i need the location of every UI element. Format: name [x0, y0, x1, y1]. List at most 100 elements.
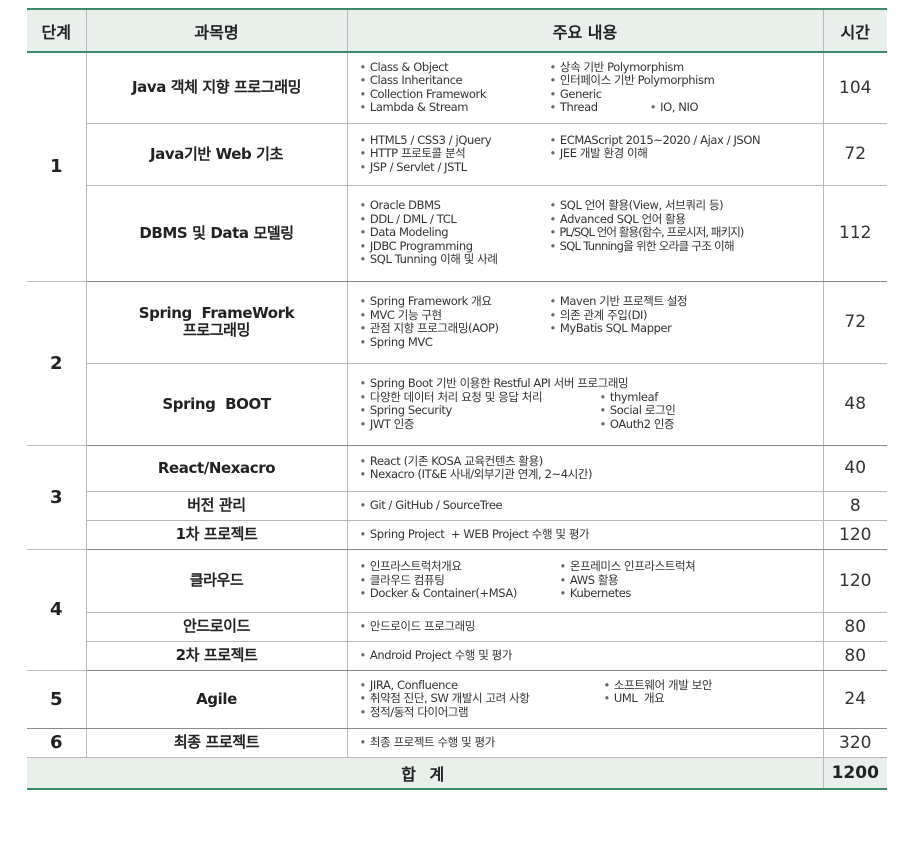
table-row: 1차 프로젝트 Spring Project + WEB Project 수행 …: [27, 519, 887, 550]
stage-cell: 5: [27, 669, 87, 729]
content-item: 클라우드 컴퓨팅: [360, 573, 556, 588]
table-row: Java기반 Web 기초 HTML5 / CSS3 / jQuery ECMA…: [27, 122, 887, 186]
table-row: 4 클라우드 인프라스트럭처개요 온프레미스 인프라스트럭쳐 클라우드 컴퓨팅 …: [27, 548, 887, 671]
total-row: 합 계 1200: [27, 756, 887, 790]
content-item: 인프라스트럭처개요: [360, 560, 556, 574]
content-item: JSP / Servlet / JSTL: [360, 160, 823, 175]
content-cell: Spring Framework 개요 Maven 기반 프로젝트 설정 MVC…: [346, 280, 824, 364]
content-item: Android Project 수행 및 평가: [360, 648, 513, 662]
content-item: 상속 기반 Polymorphism: [550, 60, 823, 75]
hours-cell: 104: [822, 51, 887, 124]
course-name: DBMS 및 Data 모델링: [86, 184, 348, 282]
content-item: Thread: [550, 100, 599, 114]
content-cell: Spring Boot 기반 이용한 Restful API 서버 프로그래밍 …: [346, 362, 824, 446]
content-item: 다양한 데이터 처리 요청 및 응답 처리: [360, 390, 596, 405]
total-hours: 1200: [822, 756, 887, 790]
course-name: Spring BOOT: [86, 362, 348, 446]
course-name: Java기반 Web 기초: [86, 122, 348, 186]
content-item: DDL / DML / TCL: [360, 212, 546, 227]
hours-cell: 24: [822, 669, 887, 729]
hours-cell: 80: [822, 640, 887, 671]
content-cell: JIRA, Confluence 소프트웨어 개발 보안 취약점 진단, SW …: [346, 669, 824, 729]
content-item: IO, NIO: [650, 100, 699, 114]
course-name: 2차 프로젝트: [86, 640, 348, 671]
stage-cell: 4: [27, 548, 87, 671]
hours-cell: 40: [822, 444, 887, 492]
content-item: 인터페이스 기반 Polymorphism: [550, 74, 823, 88]
content-item: OAuth2 인증: [600, 417, 823, 432]
total-label: 합 계: [27, 756, 824, 790]
content-item: 관점 지향 프로그래밍(AOP): [360, 321, 546, 336]
content-item: HTTP 프로토콜 분석: [360, 147, 546, 161]
content-item: ECMAScript 2015~2020 / Ajax / JSON: [550, 133, 823, 148]
content-cell: Class & Object 상속 기반 Polymorphism Class …: [346, 51, 824, 124]
content-item: 소프트웨어 개발 보안: [604, 678, 823, 693]
content-cell: Spring Project + WEB Project 수행 및 평가: [346, 519, 824, 550]
content-item: JIRA, Confluence: [360, 678, 600, 693]
content-item: 의존 관계 주입(DI): [550, 308, 823, 323]
table-row: DBMS 및 Data 모델링 Oracle DBMS SQL 언어 활용(Vi…: [27, 184, 887, 282]
content-item: UML 개요: [604, 692, 823, 706]
table-row: 6 최종 프로젝트 최종 프로젝트 수행 및 평가 320: [27, 727, 887, 758]
table-row: 버전 관리 Git / GitHub / SourceTree 8: [27, 490, 887, 521]
content-item: Lambda & Stream: [360, 101, 546, 115]
table-row: 안드로이드 안드로이드 프로그래밍 80: [27, 611, 887, 642]
content-cell: Android Project 수행 및 평가: [346, 640, 824, 671]
table-row: Spring BOOT Spring Boot 기반 이용한 Restful A…: [27, 362, 887, 446]
content-item: AWS 활용: [560, 573, 823, 588]
header-course: 과목명: [85, 8, 347, 53]
content-item: HTML5 / CSS3 / jQuery: [360, 133, 546, 148]
content-cell: 인프라스트럭처개요 온프레미스 인프라스트럭쳐 클라우드 컴퓨팅 AWS 활용 …: [346, 548, 824, 613]
hours-cell: 120: [822, 519, 887, 550]
content-item: JDBC Programming: [360, 239, 546, 254]
content-item: Class Inheritance: [360, 74, 546, 88]
course-name: 안드로이드: [86, 611, 348, 642]
header-hours: 시간: [822, 8, 887, 53]
content-item: Spring Security: [360, 403, 596, 418]
content-item: Data Modeling: [360, 226, 546, 240]
hours-cell: 80: [822, 611, 887, 642]
content-item: 안드로이드 프로그래밍: [360, 619, 476, 633]
content-item: Maven 기반 프로젝트 설정: [550, 294, 823, 309]
content-cell: React (기존 KOSA 교육컨텐츠 활용) Nexacro (IT&E 사…: [346, 444, 824, 492]
content-item: Nexacro (IT&E 사내/외부기관 연계, 2~4시간): [360, 467, 823, 482]
table-row: 2 Spring FrameWork 프로그래밍 Spring Framewor…: [27, 280, 887, 446]
content-item: Spring MVC: [360, 335, 823, 350]
course-name: 버전 관리: [86, 490, 348, 521]
content-item: 온프레미스 인프라스트럭쳐: [560, 560, 823, 574]
table-row: 5 Agile JIRA, Confluence 소프트웨어 개발 보안 취약점…: [27, 669, 887, 729]
course-name: Agile: [85, 669, 348, 729]
content-item: PL/SQL 언어 활용(함수, 프로시저, 패키지): [550, 226, 823, 240]
content-item: Spring Framework 개요: [360, 294, 546, 309]
stage-cell: 6: [27, 727, 87, 758]
curriculum-table: 단계 과목명 주요 내용 시간 1 Java 객체 지향 프로그래밍 Class…: [27, 8, 887, 790]
content-item: MVC 기능 구현: [360, 308, 546, 323]
hours-cell: 112: [822, 184, 887, 282]
hours-cell: 72: [822, 122, 887, 186]
content-item: React (기존 KOSA 교육컨텐츠 활용): [360, 454, 823, 469]
hours-cell: 48: [822, 362, 887, 446]
content-item: Spring Boot 기반 이용한 Restful API 서버 프로그래밍: [360, 376, 823, 391]
content-item: 최종 프로젝트 수행 및 평가: [360, 735, 496, 749]
content-item: Class & Object: [360, 60, 546, 75]
course-name-line: 프로그래밍: [182, 321, 250, 339]
content-cell: Git / GitHub / SourceTree: [346, 490, 824, 521]
stage-cell: 2: [27, 280, 87, 446]
course-name: 클라우드: [85, 548, 348, 613]
content-cell: 최종 프로젝트 수행 및 평가: [346, 727, 824, 758]
content-item: Advanced SQL 언어 활용: [550, 212, 823, 227]
content-cell: HTML5 / CSS3 / jQuery ECMAScript 2015~20…: [346, 122, 824, 186]
header-stage: 단계: [27, 8, 86, 53]
content-item: JEE 개발 환경 이해: [550, 147, 823, 161]
table-row: 3 React/Nexacro React (기존 KOSA 교육컨텐츠 활용)…: [27, 444, 887, 550]
hours-cell: 72: [822, 280, 887, 364]
content-item: SQL 언어 활용(View, 서브쿼리 등): [550, 199, 823, 213]
content-item: Oracle DBMS: [360, 199, 546, 213]
hours-cell: 120: [822, 548, 887, 613]
content-item: 정적/동적 다이어그램: [360, 705, 823, 720]
content-item: 취약점 진단, SW 개발시 고려 사항: [360, 692, 600, 706]
course-name: 최종 프로젝트: [85, 727, 348, 758]
course-name-line: Spring FrameWork: [138, 304, 295, 322]
course-name: React/Nexacro: [85, 444, 348, 492]
content-item: SQL Tunning을 위한 오라클 구조 이해: [550, 239, 823, 254]
